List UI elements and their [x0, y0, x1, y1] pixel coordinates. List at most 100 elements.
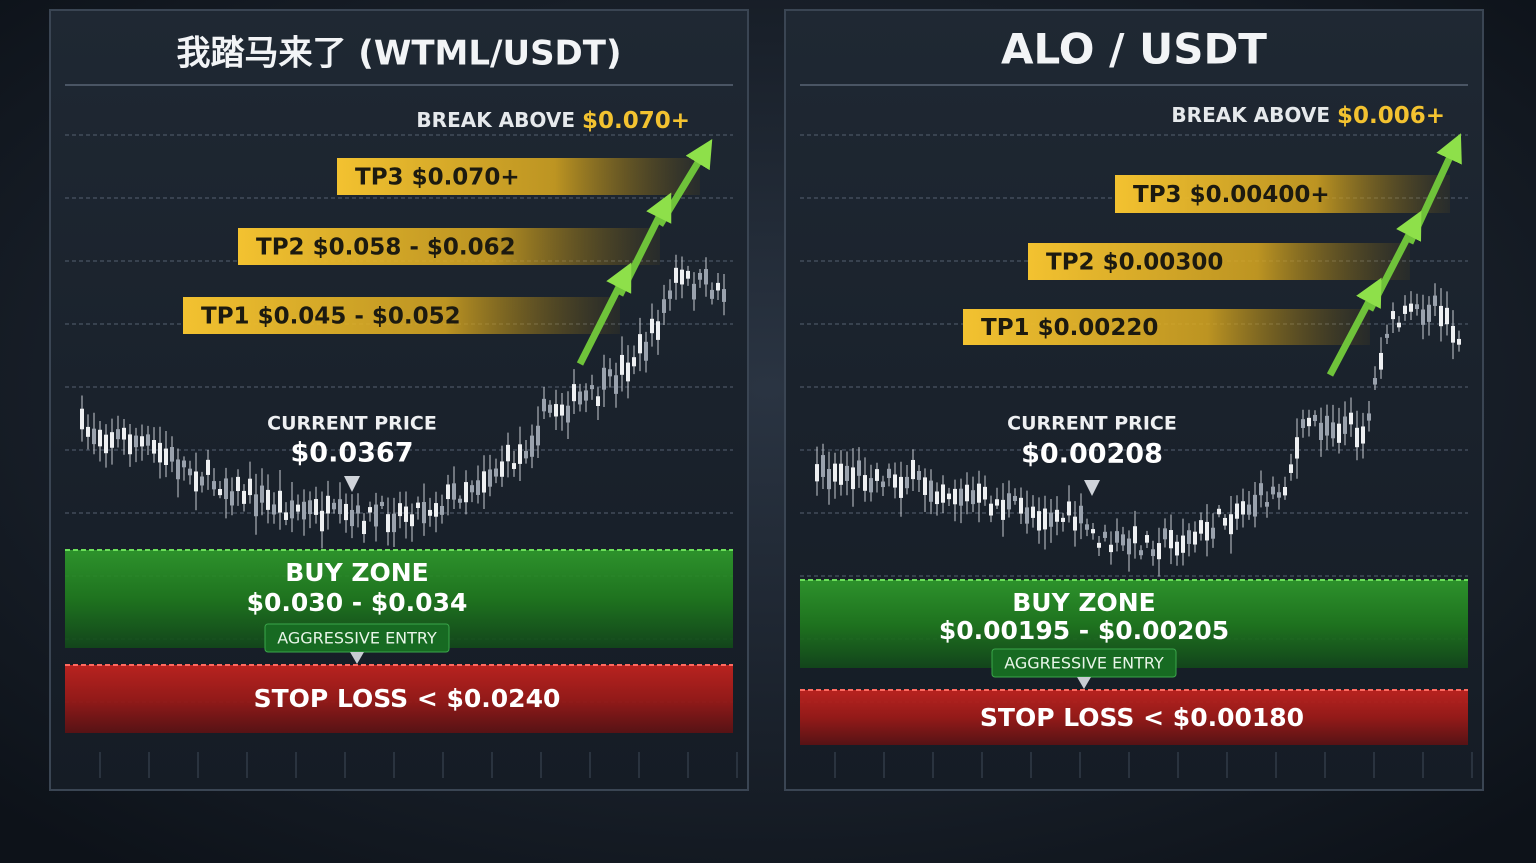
- target-value: $0.00220: [1038, 315, 1159, 341]
- decorative-candle: [512, 463, 516, 469]
- decorative-candle: [1253, 494, 1257, 517]
- target-bar: [183, 297, 620, 334]
- decorative-candle: [680, 269, 684, 285]
- decorative-candle: [374, 504, 378, 527]
- decorative-candle: [1157, 543, 1161, 560]
- decorative-candle: [1415, 304, 1419, 310]
- decorative-candle: [380, 501, 384, 507]
- decorative-candle: [971, 490, 975, 505]
- decorative-candle: [668, 290, 672, 299]
- decorative-candle: [662, 299, 666, 313]
- target-text: TP3 $0.070+: [355, 164, 520, 190]
- target-value: $0.00300: [1103, 249, 1224, 275]
- target-value: $0.045 - $0.052: [258, 303, 461, 329]
- decorative-candle: [386, 514, 390, 533]
- target-arrow: [576, 262, 632, 366]
- decorative-candle: [716, 282, 720, 291]
- decorative-candle: [584, 390, 588, 401]
- panel-title: 我踏马来了 (WTML/USDT): [176, 34, 621, 74]
- decorative-candle: [1037, 511, 1041, 531]
- decorative-candle: [266, 489, 270, 510]
- decorative-candle: [524, 450, 528, 459]
- decorative-candle: [242, 490, 246, 504]
- decorative-candle: [1379, 352, 1383, 370]
- decorative-candle: [314, 499, 318, 515]
- decorative-candle: [1295, 437, 1299, 459]
- decorative-candle: [248, 478, 252, 496]
- decorative-candle: [650, 318, 654, 334]
- decorative-candle: [1367, 413, 1371, 421]
- decorative-candle: [1301, 419, 1305, 428]
- decorative-candle: [1445, 307, 1449, 325]
- decorative-candle: [92, 428, 96, 445]
- decorative-candle: [596, 396, 600, 406]
- decorative-candle: [110, 432, 114, 448]
- decorative-candle: [452, 483, 456, 500]
- decorative-candle: [308, 500, 312, 515]
- decorative-candle: [1313, 414, 1317, 422]
- current-price-label: CURRENT PRICE: [1007, 413, 1177, 435]
- decorative-candle: [1121, 534, 1125, 546]
- decorative-candle: [1163, 528, 1167, 540]
- current-price-value: $0.00208: [1021, 439, 1163, 470]
- decorative-candle: [881, 481, 885, 488]
- decorative-candle: [1127, 538, 1131, 555]
- decorative-candle: [1271, 486, 1275, 495]
- decorative-candle: [560, 404, 564, 416]
- decorative-candle: [1139, 550, 1143, 556]
- decorative-candle: [1097, 542, 1101, 548]
- decorative-candle: [536, 425, 540, 446]
- target-text: TP1 $0.045 - $0.052: [201, 303, 461, 329]
- decorative-candle: [176, 459, 180, 480]
- decorative-candle: [1055, 509, 1059, 522]
- decorative-candle: [1265, 502, 1269, 507]
- decorative-candle: [302, 501, 306, 520]
- decorative-candle: [638, 334, 642, 354]
- decorative-candle: [230, 491, 234, 506]
- decorative-candle: [440, 505, 444, 515]
- decorative-candle: [188, 468, 192, 476]
- decorative-candle: [1337, 423, 1341, 443]
- decorative-candle: [572, 384, 576, 402]
- decorative-candle: [1019, 497, 1023, 514]
- decorative-candle: [1103, 531, 1107, 538]
- decorative-candle: [530, 435, 534, 457]
- decorative-candle: [1085, 524, 1089, 530]
- stop-loss-zone: [65, 665, 733, 733]
- target-label: TP3: [1133, 182, 1190, 208]
- decorative-candle: [1187, 530, 1191, 544]
- decorative-candle: [224, 478, 228, 500]
- decorative-candle: [1115, 531, 1119, 543]
- break-above-label: BREAK ABOVE: [1171, 103, 1337, 127]
- decorative-candle: [1007, 493, 1011, 510]
- entry-note: AGGRESSIVE ENTRY: [1004, 654, 1164, 673]
- decorative-candle: [1457, 338, 1461, 345]
- target-value: $0.00400+: [1190, 182, 1330, 208]
- decorative-candle: [935, 491, 939, 505]
- decorative-candle: [614, 375, 618, 394]
- decorative-candle: [1229, 514, 1233, 535]
- decorative-candle: [1307, 417, 1311, 427]
- target-value: $0.070+: [412, 164, 520, 190]
- decorative-candle: [1397, 322, 1401, 328]
- decorative-candle: [434, 503, 438, 517]
- decorative-candle: [959, 488, 963, 506]
- target-bar: [1028, 243, 1410, 280]
- decorative-candle: [1043, 508, 1047, 530]
- decorative-candle: [146, 434, 150, 446]
- target-bar: [238, 228, 660, 265]
- decorative-candle: [632, 357, 636, 367]
- stop-loss-zone: [800, 690, 1468, 745]
- decorative-candle: [845, 465, 849, 481]
- entry-note: AGGRESSIVE ENTRY: [277, 629, 437, 648]
- decorative-candle: [398, 503, 402, 517]
- decorative-candle: [1145, 535, 1149, 543]
- decorative-candle: [1151, 549, 1155, 557]
- decorative-candle: [362, 520, 366, 535]
- decorative-candle: [1343, 416, 1347, 434]
- decorative-candle: [1385, 333, 1389, 338]
- decorative-candle: [290, 500, 294, 519]
- target-label: TP2: [1046, 249, 1103, 275]
- target-bar: [1115, 175, 1450, 213]
